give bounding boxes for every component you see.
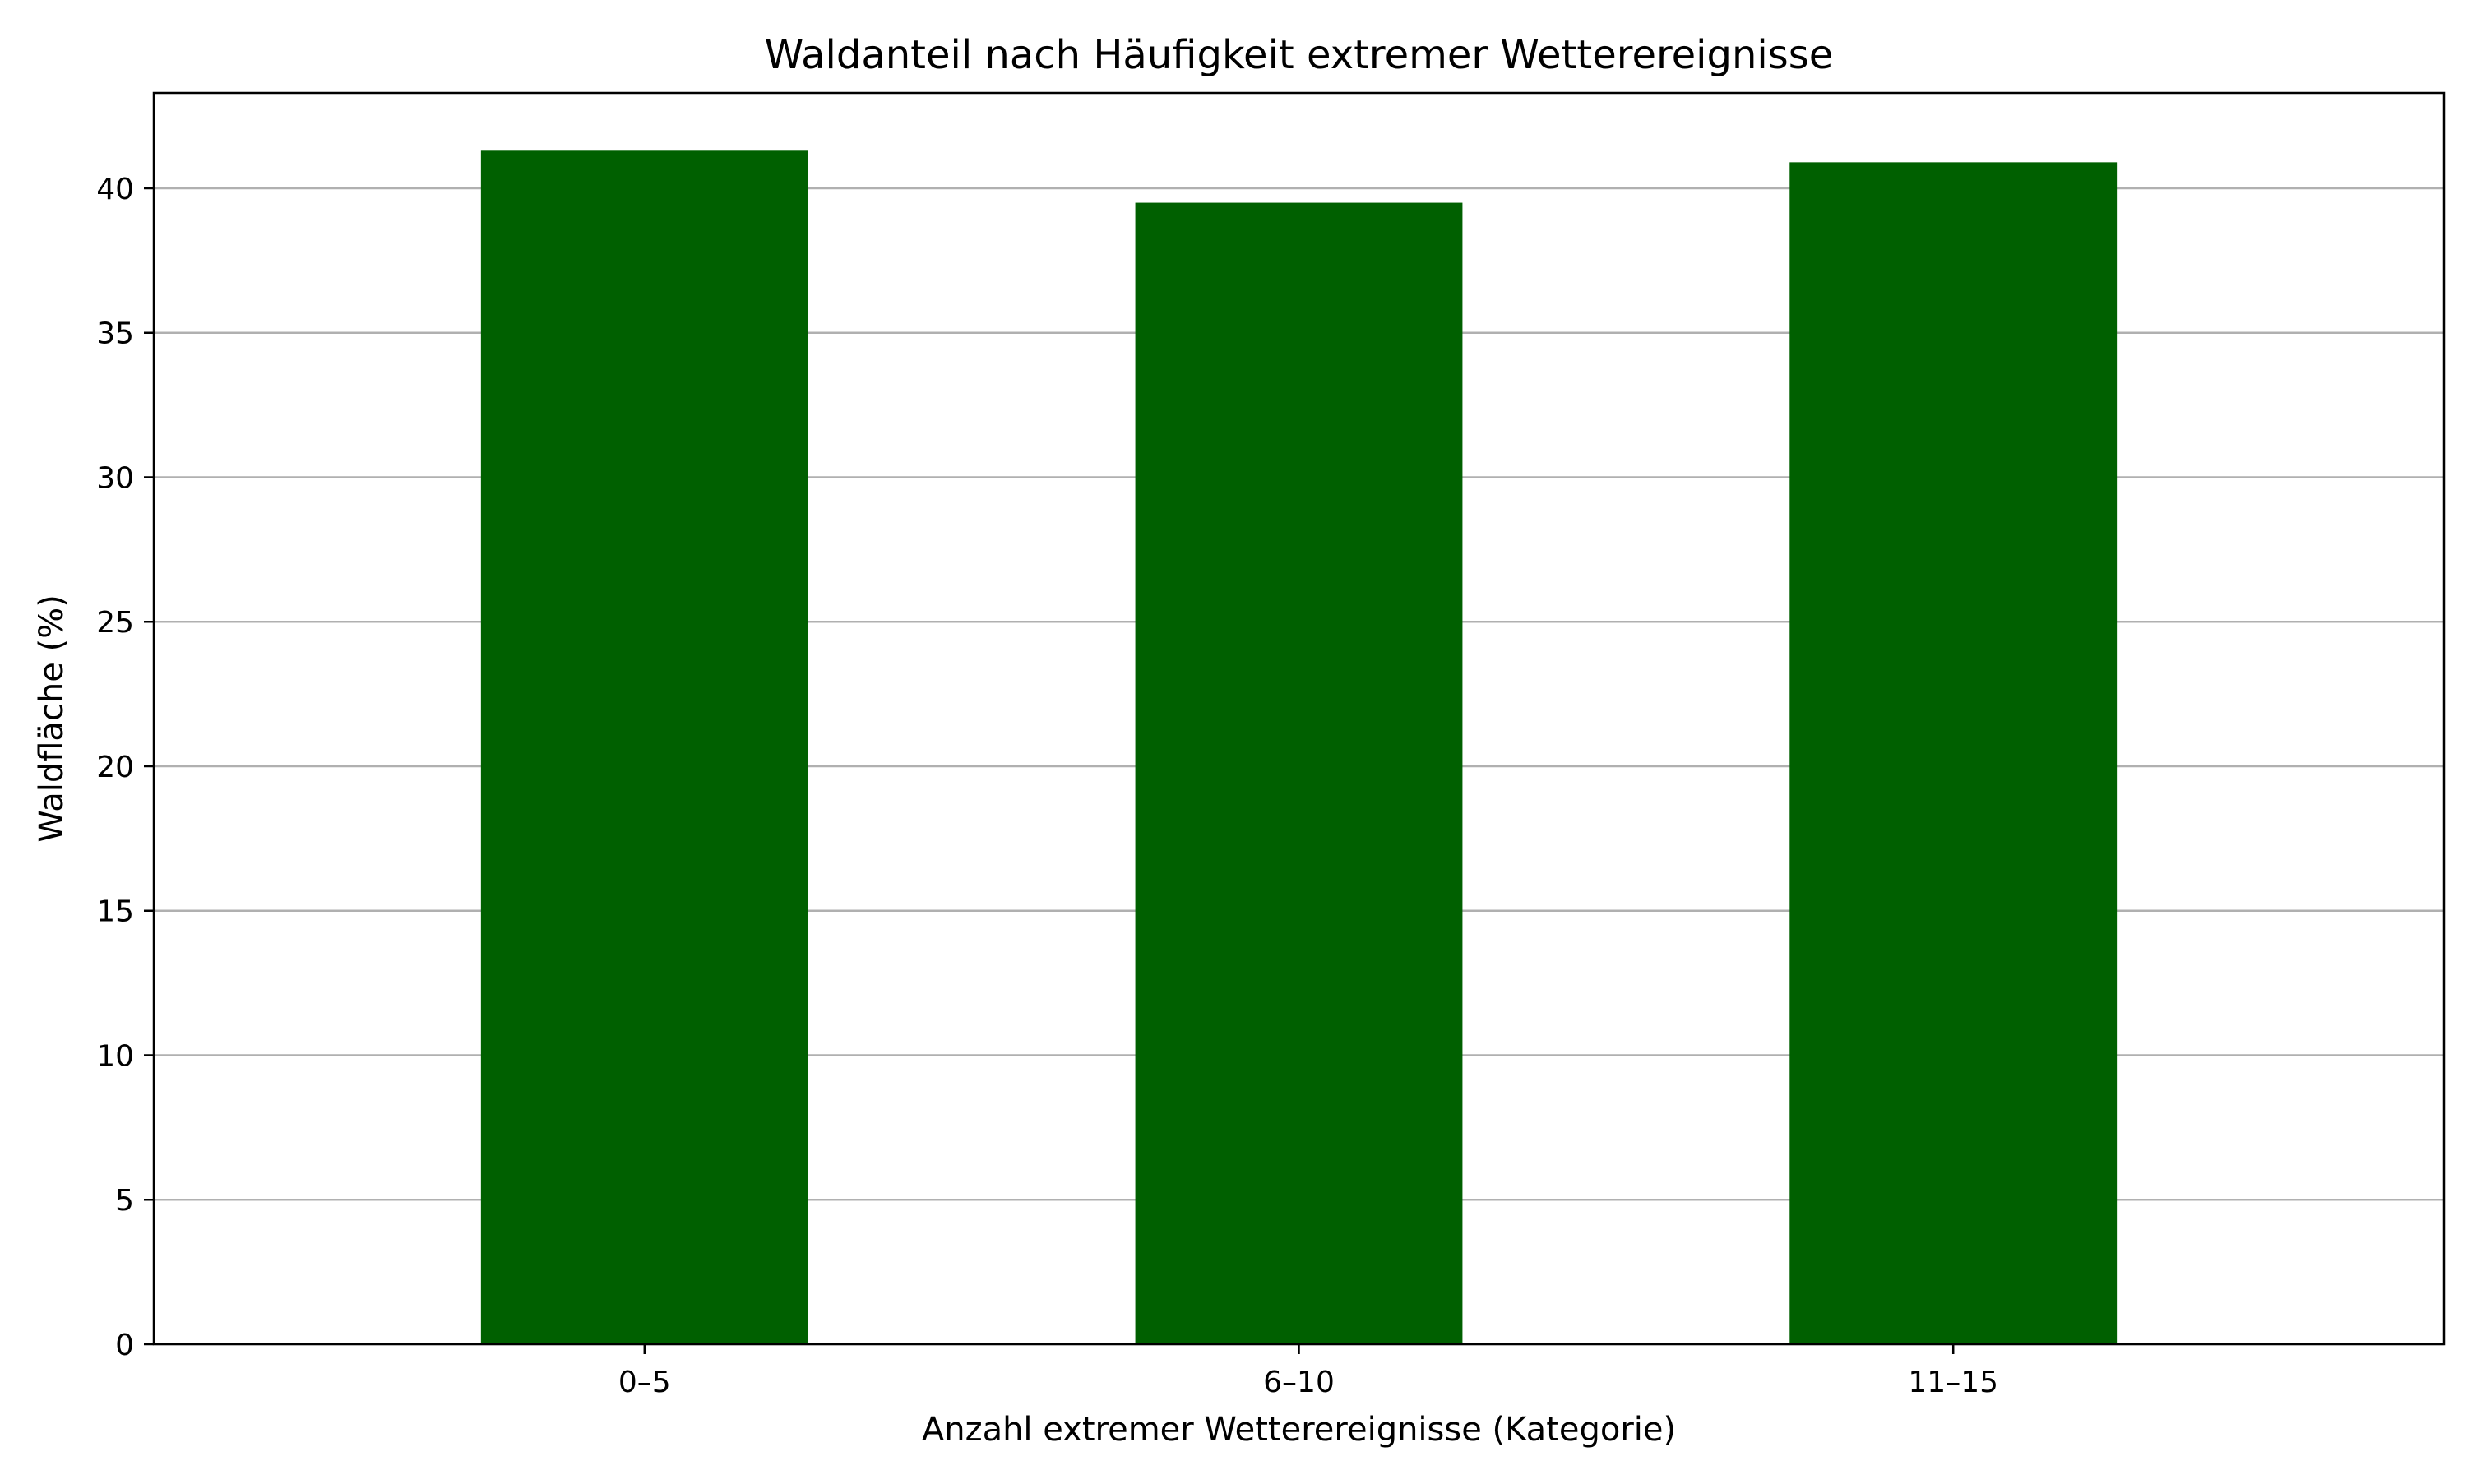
y-axis-label: Waldfläche (%) (33, 594, 71, 843)
x-axis-ticks: 0–5 6–10 11–15 (618, 1344, 1998, 1399)
bar-6–10 (1135, 202, 1463, 1344)
y-tick-label: 35 (96, 317, 134, 351)
y-tick-label: 30 (96, 461, 134, 495)
bar-0–5 (480, 150, 808, 1344)
x-tick-label: 11–15 (1908, 1366, 1998, 1399)
y-tick-label: 0 (115, 1329, 134, 1362)
y-tick-label: 5 (115, 1184, 134, 1218)
y-axis-ticks: 0 5 10 15 20 25 30 35 40 (96, 173, 154, 1362)
y-tick-label: 20 (96, 751, 134, 784)
bar-series (480, 150, 2118, 1345)
x-axis-label: Anzahl extremer Wetterereignisse (Katego… (922, 1411, 1676, 1449)
y-tick-label: 25 (96, 606, 134, 640)
y-tick-label: 40 (96, 173, 134, 206)
x-tick-label: 0–5 (618, 1366, 671, 1399)
bar-11–15 (1789, 162, 2118, 1345)
y-tick-label: 10 (96, 1039, 134, 1073)
y-tick-label: 15 (96, 895, 134, 929)
chart-title: Waldanteil nach Häufigkeit extremer Wett… (765, 32, 1834, 78)
x-tick-label: 6–10 (1263, 1366, 1335, 1399)
